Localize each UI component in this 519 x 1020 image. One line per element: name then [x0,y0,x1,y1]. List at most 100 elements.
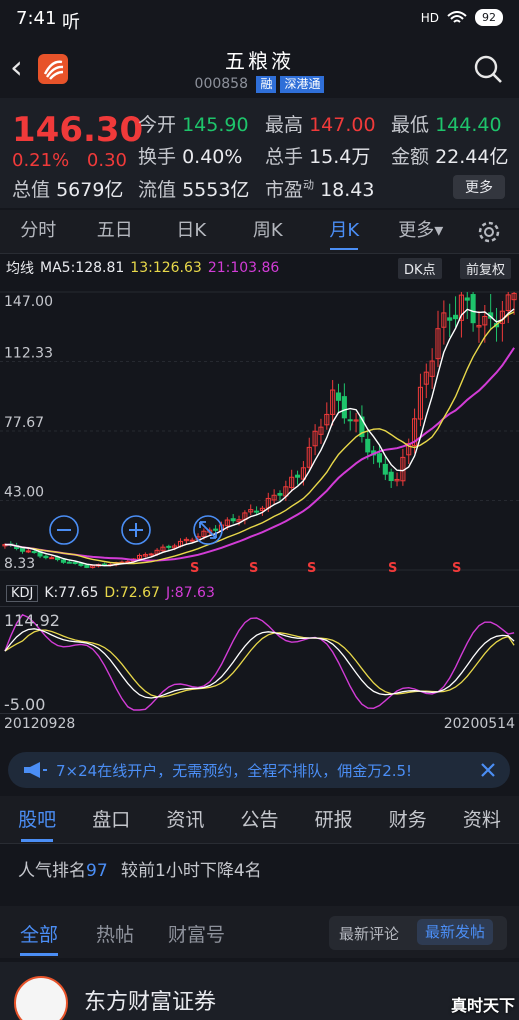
zoom-out-icon[interactable] [49,515,79,545]
float-field: 流值 5553亿 [138,175,249,202]
kdj-d-line [4,629,515,698]
candle-body [464,297,470,301]
high-label: 最高 [265,114,304,136]
tab-guba[interactable]: 股吧 [0,796,74,844]
listen-icon: 听 [62,12,80,33]
kdj-k: K:77.65 [44,585,99,601]
candle-body [453,314,459,320]
volume-value: 15.4万 [309,146,371,168]
open-label: 今开 [138,114,177,136]
candle-body [136,554,143,560]
candle-body [318,426,324,435]
candle-body [230,518,236,522]
low-value: 144.40 [435,114,502,136]
candle-body [160,546,166,552]
price-change: 0.21% 0.30 [12,150,127,171]
candle-body [417,386,423,420]
dk-button[interactable]: DK点 [398,258,442,279]
ma13-value: 13:126.63 [130,260,202,276]
promo-banner[interactable]: 7×24在线开户，无需预约，全程不排队，佣金万2.5! [8,752,510,788]
gear-icon[interactable] [459,210,519,254]
watermark: 真时天下 [450,996,515,1015]
tab-wealth[interactable]: 财富号 [168,924,226,946]
connect-tag[interactable]: 深港通 [280,76,325,93]
candle-body [423,371,429,385]
candle-body [335,392,342,401]
close-icon[interactable] [480,762,496,778]
candle-body [441,312,447,328]
candle-body [189,539,195,542]
margin-tag[interactable]: 融 [256,76,277,93]
tab-announcements[interactable]: 公告 [240,808,279,831]
tab-five-day[interactable]: 五日 [96,219,133,241]
candle-body [166,545,172,548]
stock-name: 五粮液 [225,49,294,73]
amount-field: 金额 22.44亿 [391,142,508,169]
candle-body [289,476,295,489]
kdj-k-line [4,628,515,699]
search-icon[interactable] [473,54,503,84]
candle-body [43,555,49,559]
price-axis-label: 8.33 [4,556,35,572]
post-author[interactable]: 东方财富证券 [84,990,217,1015]
sort-latest-comment[interactable]: 最新评论 [339,925,400,943]
back-icon[interactable]: ‹ [10,48,23,86]
popularity-rank[interactable]: 人气排名97 较前1小时下降4名 [18,856,262,881]
ma-legend: 均线 MA5:128.81 13:126.63 21:103.86 [0,256,519,280]
pe-label: 市盈 [265,179,304,201]
kdj-selector[interactable]: KDJ [6,584,39,602]
candle-body [271,494,277,501]
tab-all[interactable]: 全部 [20,920,59,956]
candle-body [248,509,254,513]
sort-latest-post[interactable]: 最新发帖 [417,919,494,945]
tab-more[interactable]: 更多▾ [398,219,444,241]
zoom-in-icon[interactable] [121,515,151,545]
kdj-j: J:87.63 [165,585,215,601]
tab-pankou[interactable]: 盘口 [92,808,131,831]
tab-profile[interactable]: 资料 [462,808,501,831]
candle-body [78,563,84,566]
candle-body [458,294,464,321]
tab-weekly-k[interactable]: 周K [252,219,283,241]
volume-label: 总手 [265,146,304,168]
tab-intraday[interactable]: 分时 [20,219,57,241]
sell-signal: S [452,561,461,576]
adjust-button[interactable]: 前复权 [460,258,512,279]
tab-hot[interactable]: 热帖 [96,924,135,946]
app-logo-icon [38,54,68,84]
more-button[interactable]: 更多 [453,175,505,199]
status-right: HD 92 [421,9,503,26]
tab-daily-k[interactable]: 日K [176,219,207,241]
candle-body [470,294,476,324]
candle-body [388,471,394,482]
kdj-axis-top: 114.92 [4,611,60,630]
fullscreen-icon[interactable] [193,515,223,545]
kdj-chart[interactable]: 114.92 -5.00 [0,606,519,714]
megaphone-icon [24,762,47,778]
candle-body [84,564,90,568]
kline-chart[interactable]: 147.00 112.33 77.67 43.00 8.33 S S S S S [0,280,519,580]
post-item[interactable]: 东方财富证券 [0,962,519,1020]
high-value: 147.00 [309,114,376,136]
kdj-axis-bottom: -5.00 [4,695,45,714]
candle-body [60,559,66,563]
candle-body [49,557,55,560]
candle-body [277,493,283,496]
ma21-value: 21:103.86 [207,260,280,276]
price-axis-label: 147.00 [4,294,53,310]
header: ‹ 五粮液 000858 融深港通 [0,38,519,98]
open-value: 145.90 [182,114,249,136]
change-amount: 0.30 [86,150,127,171]
tab-monthly-k[interactable]: 月K [306,210,383,254]
tab-research[interactable]: 研报 [314,808,353,831]
candle-body [511,292,517,301]
candle-body [236,519,242,523]
ma5-value: MA5:128.81 [40,260,125,276]
wifi-icon [447,10,467,23]
avatar[interactable] [14,976,68,1020]
date-start: 20120928 [4,716,76,732]
candle-body [254,510,260,513]
tab-news[interactable]: 资讯 [166,808,205,831]
tab-finance[interactable]: 财务 [388,808,427,831]
candle-body [347,419,353,422]
